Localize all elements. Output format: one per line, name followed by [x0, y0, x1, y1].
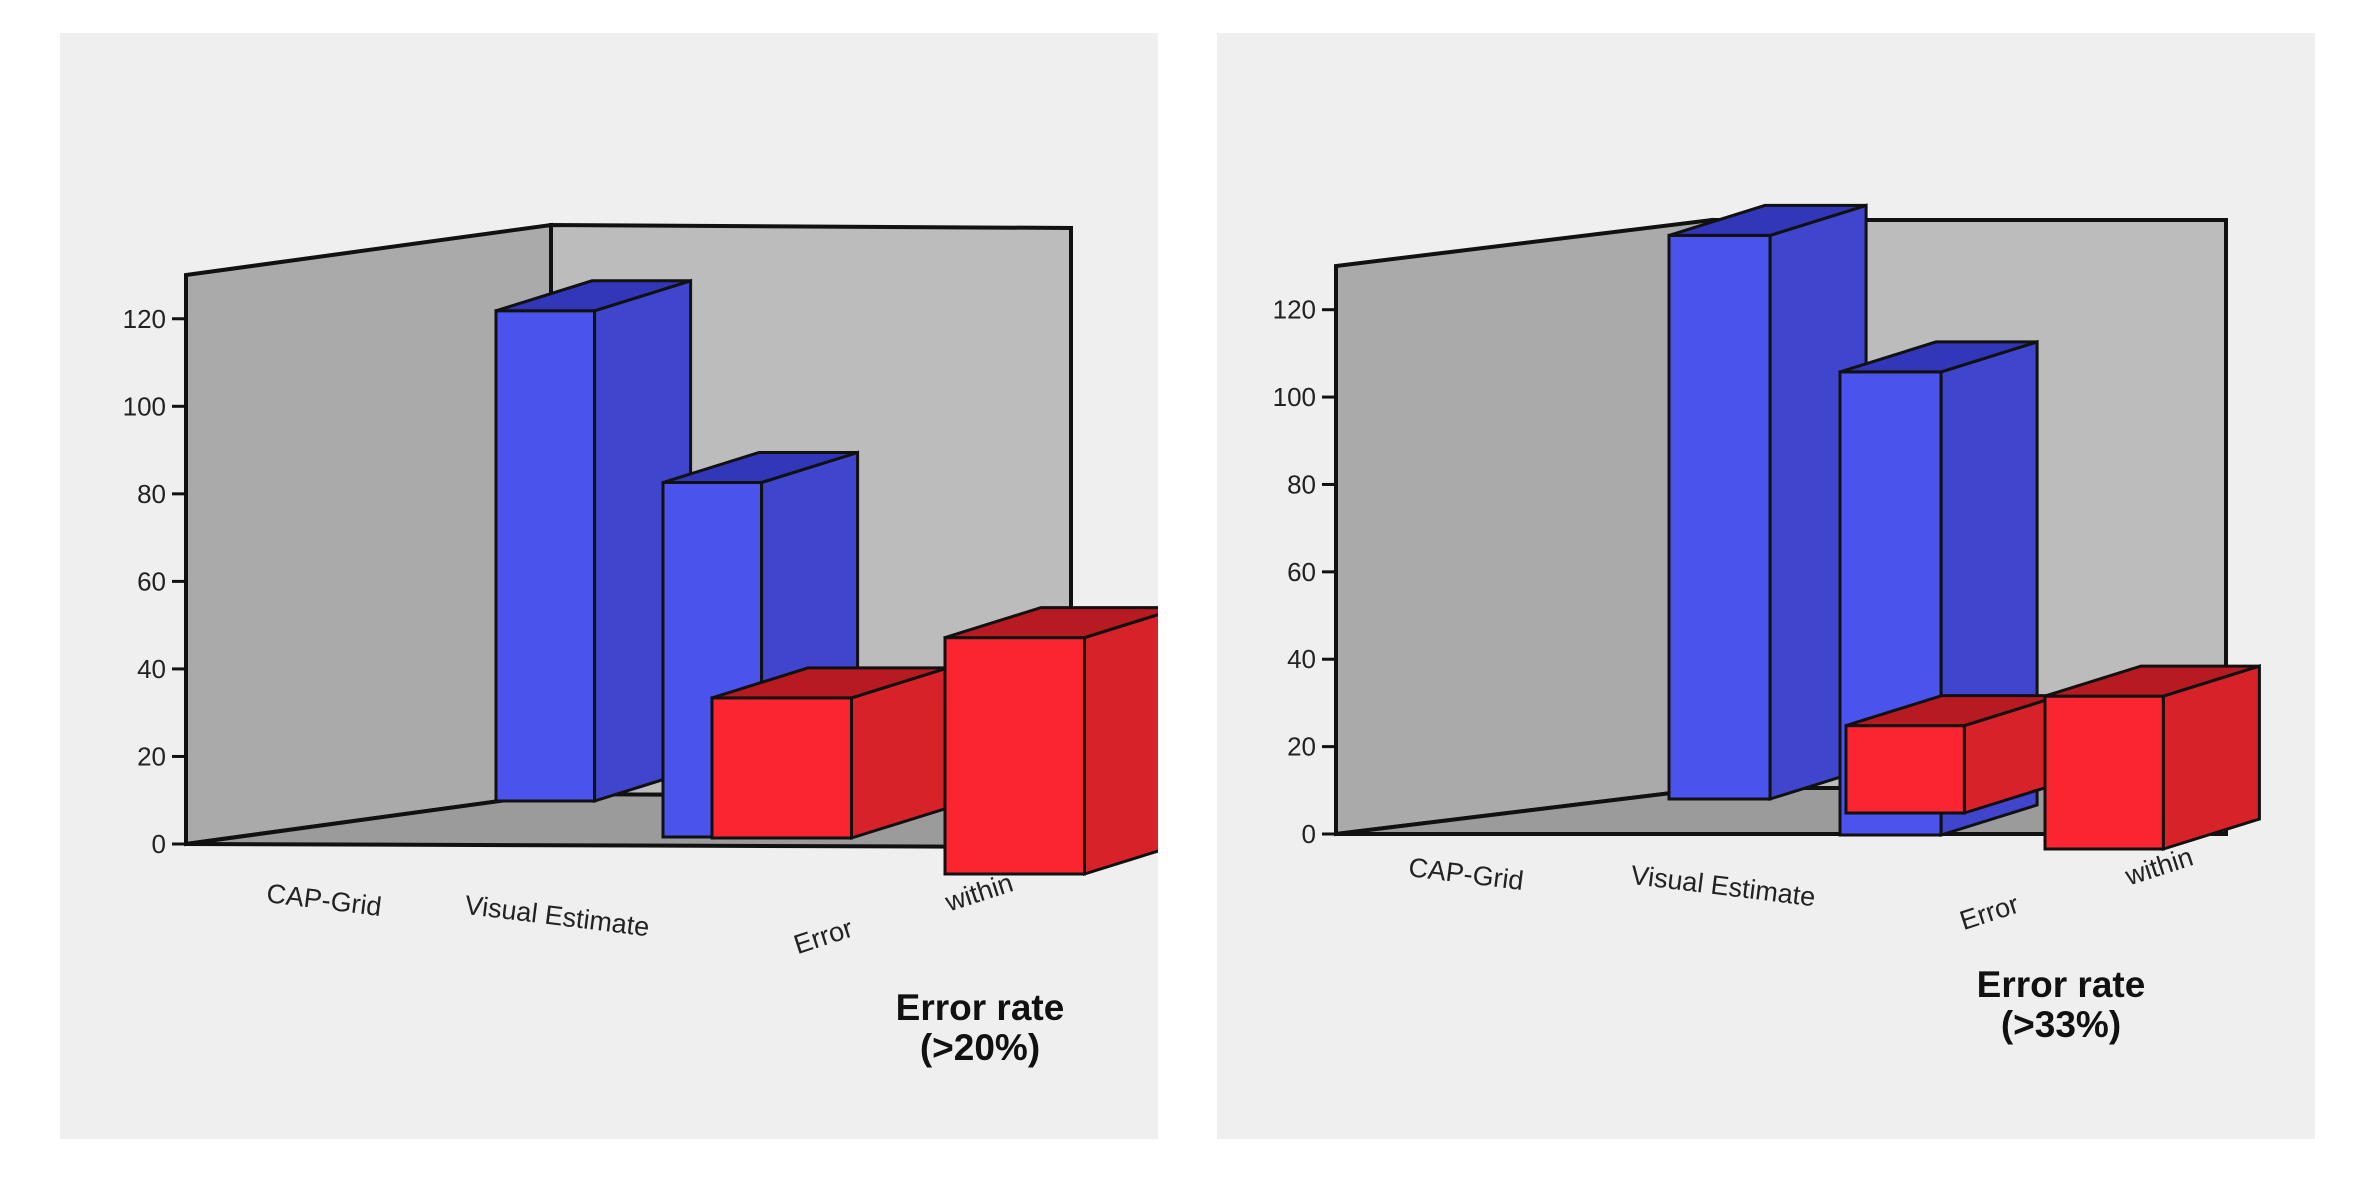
y-tick-label: 60: [137, 566, 166, 596]
bar-front: [2043, 694, 2165, 851]
bar-front: [1667, 233, 1772, 801]
y-tick-label: 120: [123, 304, 166, 334]
y-tick-label: 120: [1273, 295, 1316, 325]
depth-label: Error: [1956, 889, 2022, 936]
bar-front: [494, 309, 597, 803]
bar: [1667, 203, 1868, 802]
chart-title-line-1: Error rate: [1976, 964, 2146, 1005]
bar-front: [1844, 724, 1966, 815]
bar: [494, 278, 693, 804]
left-wall: [1334, 217, 1714, 837]
bars: [1667, 203, 2261, 852]
bar-side: [2161, 664, 2261, 852]
chart-title-line-1: Error rate: [895, 987, 1065, 1028]
y-tick-label: 40: [1287, 644, 1316, 674]
bar: [1844, 693, 2062, 816]
bar-top: [1839, 340, 2038, 374]
y-tick-label: 20: [137, 741, 166, 771]
bar-top: [944, 606, 1158, 640]
y-tick-label: 80: [137, 479, 166, 509]
category-label: CAP-Grid: [1407, 852, 1525, 896]
y-axis: 0 20 40 60 80 100 120: [1273, 295, 1336, 849]
category-label: CAP-Grid: [265, 878, 383, 922]
bar: [710, 665, 949, 841]
chart-plot-error-rate-33: 0 20 40 60 80 100 120 CAP-Grid Visual Estimate Er…: [1273, 203, 2261, 936]
bar-front: [943, 636, 1086, 876]
category-label: Visual Estimate: [463, 890, 651, 942]
bar-top: [1668, 203, 1867, 237]
bar-top: [495, 279, 692, 313]
y-tick-label: 100: [1273, 382, 1316, 412]
bars: [494, 278, 1158, 877]
bar: [943, 606, 1158, 877]
chart-title: Error rate (>33%): [1881, 965, 2241, 1045]
y-axis: 0 20 40 60 80 100 120: [123, 304, 186, 859]
chart-plot-error-rate-20: 0 20 40 60 80 100 120 CAP-Grid Visual Estimate Er…: [123, 222, 1158, 960]
bar-top: [2044, 664, 2260, 698]
y-tick-label: 60: [1287, 557, 1316, 587]
bar-front: [710, 696, 853, 840]
depth-label: Error: [790, 913, 856, 960]
bar-top: [662, 451, 859, 484]
chart-title-line-2: (>20%): [919, 1027, 1041, 1068]
chart-panel-error-rate-20: 0 20 40 60 80 100 120 CAP-Grid Visual Estimate Er…: [60, 33, 1158, 1139]
bar-side: [1083, 613, 1158, 877]
bar: [2043, 664, 2261, 852]
y-tick-label: 0: [1302, 819, 1316, 849]
x-axis-labels: CAP-Grid Visual Estimate: [1407, 852, 1817, 912]
y-tick-label: 20: [1287, 732, 1316, 762]
y-tick-label: 0: [152, 829, 166, 859]
chart-panel-error-rate-33: 0 20 40 60 80 100 120 CAP-Grid Visual Estimate Er…: [1217, 33, 2315, 1139]
y-tick-label: 100: [123, 391, 166, 421]
category-label: Visual Estimate: [1629, 860, 1817, 912]
y-tick-label: 80: [1287, 469, 1316, 499]
chart-title-line-2: (>33%): [2000, 1004, 2122, 1045]
chart-title: Error rate (>20%): [800, 988, 1160, 1068]
y-tick-label: 40: [137, 654, 166, 684]
x-axis-labels: CAP-Grid Visual Estimate: [265, 878, 651, 942]
